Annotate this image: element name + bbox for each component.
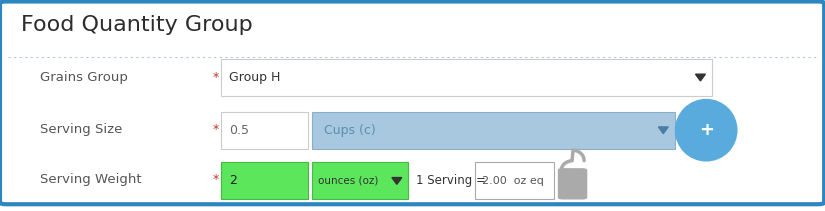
Text: Serving Weight: Serving Weight — [40, 173, 141, 186]
Text: +: + — [699, 121, 714, 139]
Text: *: * — [213, 123, 219, 136]
FancyBboxPatch shape — [559, 169, 587, 199]
Text: 2: 2 — [229, 174, 238, 187]
Polygon shape — [658, 127, 668, 134]
Polygon shape — [392, 178, 402, 184]
Text: Serving Size: Serving Size — [40, 123, 122, 136]
Polygon shape — [695, 74, 705, 81]
Text: 2.00  oz eq: 2.00 oz eq — [482, 176, 544, 186]
Text: 0.5: 0.5 — [229, 124, 249, 137]
FancyBboxPatch shape — [221, 112, 308, 149]
FancyBboxPatch shape — [0, 1, 824, 204]
Text: *: * — [213, 173, 219, 186]
FancyBboxPatch shape — [475, 162, 554, 199]
FancyBboxPatch shape — [221, 59, 712, 96]
Text: Food Quantity Group: Food Quantity Group — [21, 15, 252, 35]
FancyBboxPatch shape — [312, 162, 408, 199]
FancyBboxPatch shape — [221, 162, 308, 199]
Text: Cups (c): Cups (c) — [324, 124, 376, 137]
Text: Group H: Group H — [229, 71, 280, 84]
Ellipse shape — [675, 99, 738, 162]
FancyBboxPatch shape — [312, 112, 675, 149]
Text: 1 Serving =: 1 Serving = — [416, 174, 486, 187]
Text: *: * — [213, 70, 219, 84]
Text: ounces (oz): ounces (oz) — [318, 176, 378, 186]
Text: Grains Group: Grains Group — [40, 70, 128, 84]
